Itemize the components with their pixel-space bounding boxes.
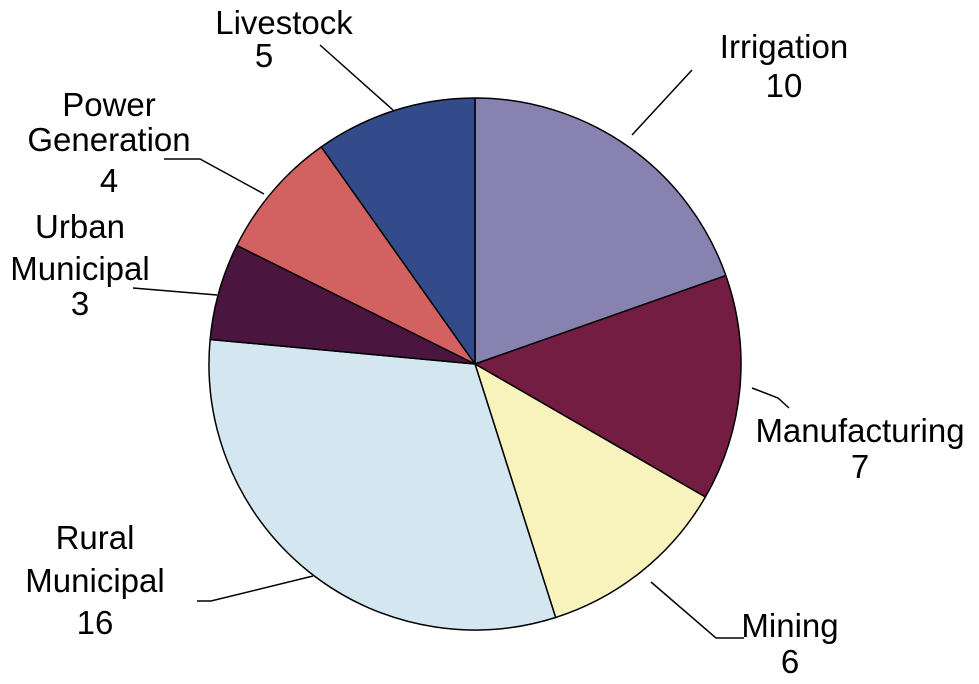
- leader-line: [650, 581, 744, 639]
- slice-category-label: Power: [62, 86, 156, 123]
- slice-category-label: Generation: [27, 121, 190, 158]
- slice-value-label: 16: [77, 604, 114, 641]
- leader-line: [132, 287, 218, 296]
- slice-category-label: Municipal: [10, 250, 149, 287]
- slice-value-label: 5: [255, 37, 273, 74]
- leader-line: [164, 158, 265, 195]
- leader-lines: [132, 44, 790, 639]
- slice-value-label: 7: [851, 448, 869, 485]
- pie-slices: [208, 97, 742, 631]
- slice-category-label: Livestock: [215, 4, 353, 41]
- pie-slice-rural-municipal: [208, 338, 557, 631]
- leader-line: [631, 69, 693, 136]
- pie-slice-power-generation: [236, 146, 476, 365]
- leader-line: [197, 575, 314, 602]
- pie-slice-manufacturing: [474, 274, 742, 498]
- leader-line: [751, 387, 790, 409]
- slice-value-label: 10: [766, 67, 803, 104]
- slice-value-label: 6: [781, 643, 799, 680]
- slice-category-label: Urban: [35, 208, 125, 245]
- slice-category-label: Manufacturing: [755, 412, 964, 449]
- slice-category-label: Irrigation: [720, 28, 848, 65]
- slice-value-label: 3: [71, 285, 89, 322]
- pie-slice-mining: [474, 363, 707, 619]
- slice-value-label: 4: [100, 162, 118, 199]
- slice-category-label: Rural: [56, 519, 135, 556]
- slice-category-label: Municipal: [25, 562, 164, 599]
- slice-category-label: Mining: [741, 607, 838, 644]
- pie-slice-livestock: [320, 97, 476, 365]
- leader-line: [319, 44, 394, 111]
